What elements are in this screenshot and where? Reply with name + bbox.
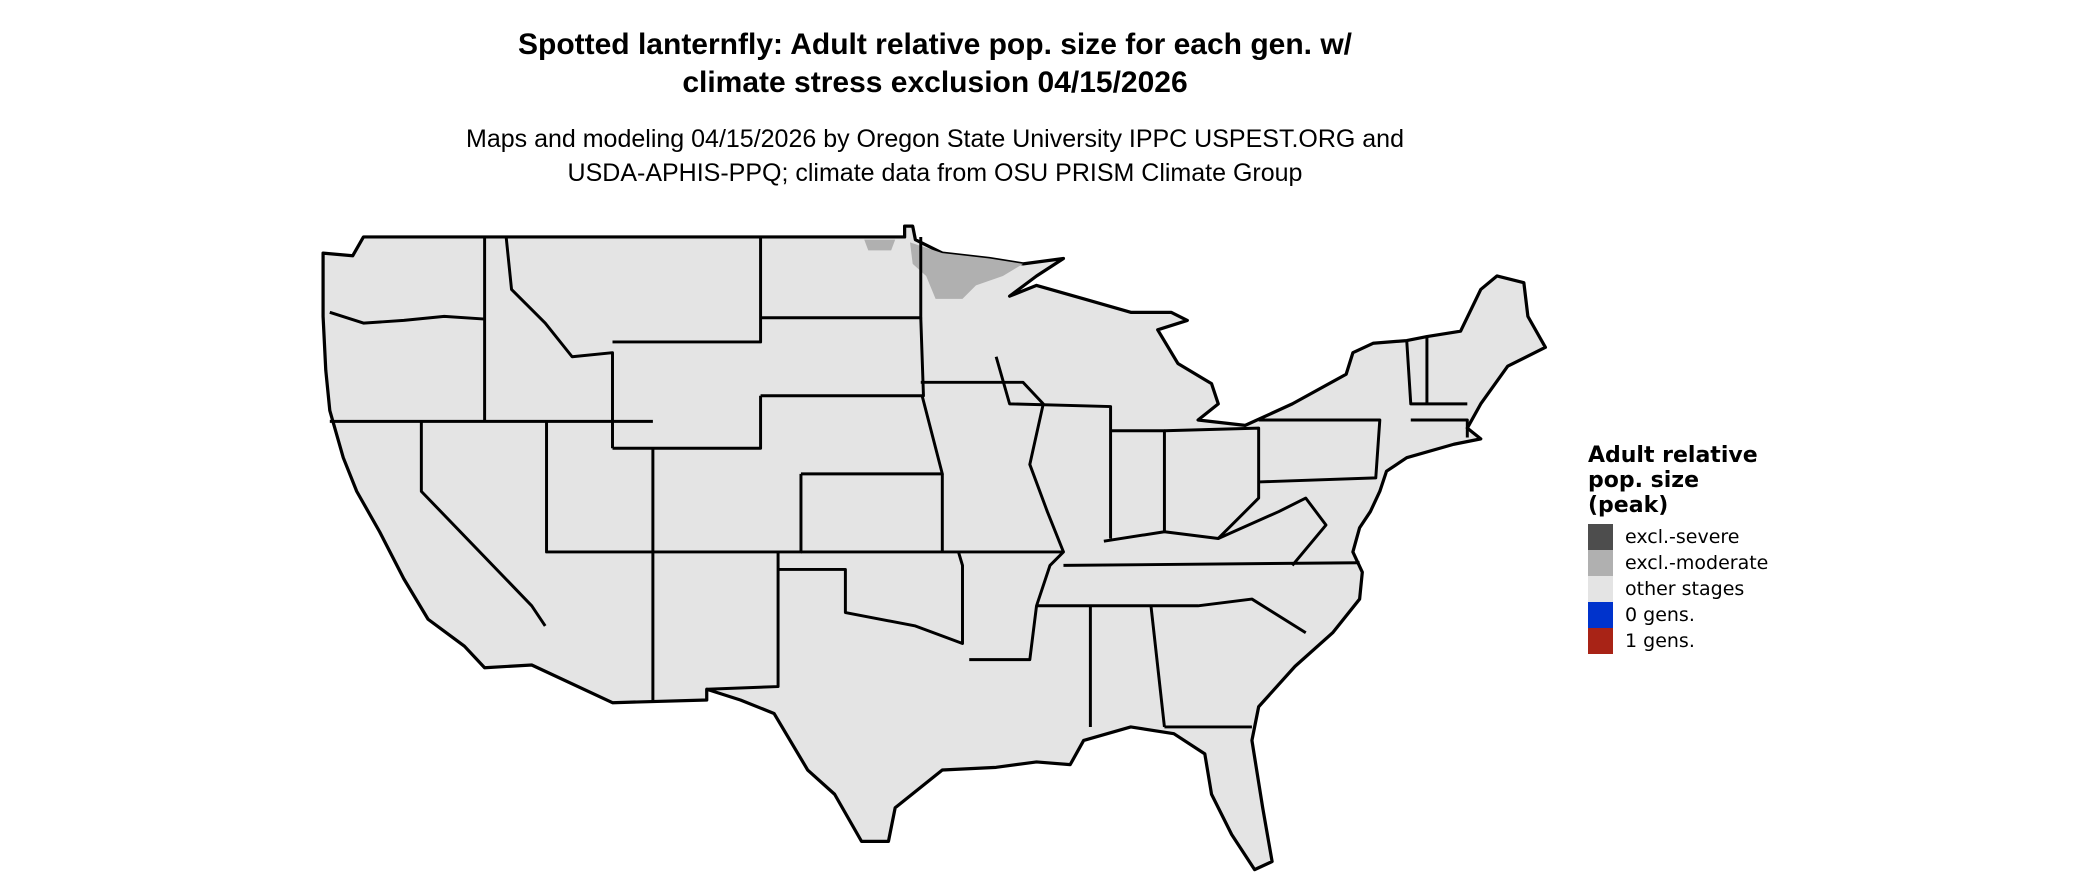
state-border xyxy=(504,236,614,449)
minnesota-excl-moderate-area xyxy=(864,239,1024,299)
legend-label: excl.-severe xyxy=(1625,526,1740,548)
state-border xyxy=(706,551,780,691)
state-border xyxy=(920,380,1065,553)
state-border xyxy=(612,395,763,450)
state-border xyxy=(994,356,1113,539)
chart-title-line-2: climate stress exclusion 04/15/2026 xyxy=(682,66,1188,99)
legend-swatch xyxy=(1588,628,1613,654)
legend: Adult relative pop. size (peak) excl.-se… xyxy=(1588,443,1768,654)
legend-title-line: pop. size xyxy=(1588,468,1699,493)
state-border xyxy=(419,421,547,627)
state-border xyxy=(1405,340,1468,406)
legend-swatch xyxy=(1588,602,1613,628)
legend-title-line: (peak) xyxy=(1588,493,1669,518)
state-border xyxy=(612,236,763,344)
legend-item-0-gens: 0 gens. xyxy=(1588,602,1768,628)
state-border xyxy=(1217,496,1328,567)
state-borders xyxy=(329,236,1469,729)
legend-swatch xyxy=(1588,576,1613,602)
state-border xyxy=(329,310,485,325)
state-border xyxy=(778,550,964,645)
subtitle-line-1: Maps and modeling 04/15/2026 by Oregon S… xyxy=(466,125,1404,153)
legend-label: excl.-moderate xyxy=(1625,552,1769,574)
legend-label: 1 gens. xyxy=(1625,630,1695,652)
legend-swatch xyxy=(1588,524,1613,550)
legend-item-1-gens: 1 gens. xyxy=(1588,628,1768,654)
state-border xyxy=(1149,605,1166,728)
state-border xyxy=(958,550,1065,662)
state-border xyxy=(1063,561,1360,567)
chart-title-line-1: Spotted lanternfly: Adult relative pop. … xyxy=(517,28,1352,61)
state-border xyxy=(651,448,803,554)
legend-label: 0 gens. xyxy=(1625,604,1695,626)
legend-item-other-stages: other stages xyxy=(1588,576,1768,602)
legend-label: other stages xyxy=(1625,578,1745,600)
state-border xyxy=(1258,418,1382,484)
state-border xyxy=(1410,418,1469,438)
legend-item-excl-severe: excl.-severe xyxy=(1588,524,1768,550)
state-border xyxy=(1103,429,1166,543)
state-border xyxy=(1036,597,1307,634)
legend-title-line: Adult relative xyxy=(1588,443,1758,468)
legend-item-excl-moderate: excl.-moderate xyxy=(1588,550,1768,576)
subtitle-line-2: USDA-APHIS-PPQ; climate data from OSU PR… xyxy=(567,159,1303,187)
conus-outline xyxy=(321,224,1547,872)
state-border xyxy=(1164,426,1261,540)
legend-swatch xyxy=(1588,550,1613,576)
state-border xyxy=(545,421,655,703)
legend-title: Adult relative pop. size (peak) xyxy=(1588,443,1768,518)
